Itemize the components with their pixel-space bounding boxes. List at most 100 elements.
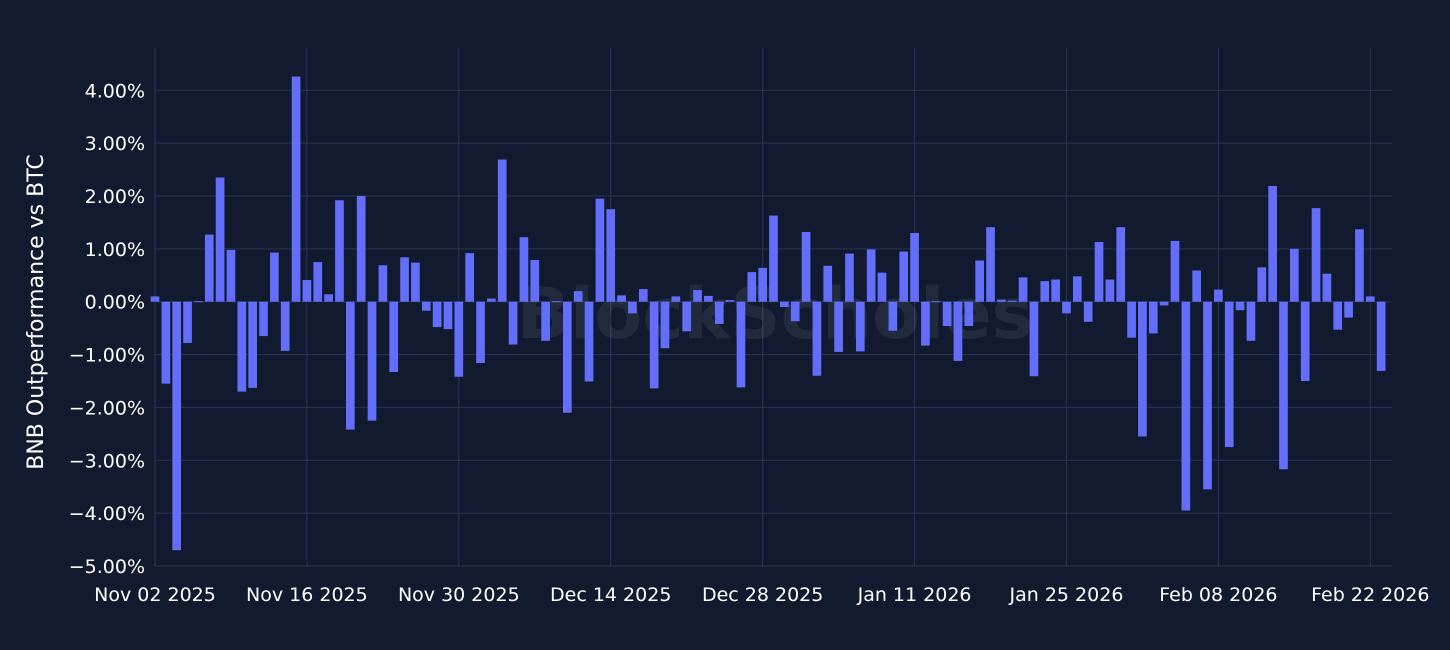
- bar: [1116, 227, 1126, 302]
- bar: [454, 301, 464, 377]
- bar: [888, 301, 898, 331]
- bar: [986, 227, 995, 302]
- bar: [790, 301, 800, 322]
- bar: [259, 301, 268, 337]
- bar: [1127, 301, 1136, 338]
- bar: [975, 260, 985, 302]
- y-axis-ticks: 4.00% 3.00% 2.00% 1.00% 0.00% −1.00% −2.00% −3.…: [69, 80, 145, 578]
- bar: [704, 295, 713, 302]
- bar: [747, 272, 757, 302]
- x-axis-ticks: Nov 02 2025 Nov 16 2025 Nov 30 2025 Dec 14 …: [94, 584, 1429, 606]
- bar: [1290, 248, 1299, 302]
- bar: [964, 301, 974, 327]
- bar: [194, 301, 203, 303]
- bars: [150, 76, 1386, 551]
- bar: [866, 249, 876, 302]
- bar: [465, 253, 475, 302]
- bar: [1138, 301, 1147, 437]
- bar: [1018, 277, 1028, 302]
- bar: [476, 301, 485, 364]
- bar: [215, 177, 225, 302]
- bar: [248, 301, 257, 388]
- bar: [150, 296, 160, 302]
- bar: [443, 301, 453, 330]
- y-tick-label: −4.00%: [69, 503, 145, 525]
- bar: [367, 301, 377, 421]
- bar: [1355, 229, 1364, 302]
- bar: [725, 300, 735, 302]
- y-tick-label: −1.00%: [69, 345, 145, 367]
- bar: [921, 301, 930, 346]
- bar: [1159, 301, 1169, 306]
- bar: [226, 249, 236, 302]
- y-tick-label: 4.00%: [85, 80, 145, 102]
- bar: [910, 233, 919, 302]
- bar: [1311, 208, 1321, 302]
- bar: [1333, 301, 1343, 330]
- bar: [1235, 301, 1245, 311]
- bar: [823, 265, 833, 302]
- y-tick-label: 1.00%: [85, 239, 145, 261]
- bar: [497, 159, 507, 302]
- bar: [345, 301, 355, 430]
- bar: [660, 301, 670, 349]
- bar: [1083, 301, 1093, 322]
- bar: [432, 301, 442, 328]
- bar: [573, 291, 583, 302]
- bar: [508, 301, 518, 345]
- bar: [324, 294, 333, 302]
- bar: [172, 301, 182, 551]
- bar: [204, 234, 214, 302]
- bar: [161, 301, 171, 384]
- bar: [638, 289, 648, 302]
- x-tick-label: Nov 30 2025: [398, 584, 520, 606]
- bar: [356, 196, 366, 302]
- bar: [812, 301, 822, 376]
- bar: [931, 301, 941, 303]
- bar: [1344, 301, 1353, 318]
- y-tick-label: 0.00%: [85, 292, 145, 314]
- bar: [302, 280, 312, 302]
- x-tick-label: Nov 16 2025: [246, 584, 368, 606]
- bar: [584, 301, 594, 382]
- x-tick-label: Dec 28 2025: [702, 584, 823, 606]
- bar: [1214, 289, 1223, 302]
- x-tick-label: Nov 02 2025: [94, 584, 216, 606]
- bar: [1170, 240, 1180, 302]
- bar: [291, 76, 301, 302]
- bar: [530, 259, 540, 302]
- bar: [1203, 301, 1212, 490]
- bar: [617, 295, 626, 302]
- y-tick-label: −5.00%: [69, 556, 145, 578]
- bar: [552, 301, 561, 303]
- bar: [1279, 301, 1288, 470]
- bar: [877, 272, 887, 302]
- bar: [855, 301, 865, 352]
- bar: [1029, 301, 1039, 377]
- bar: [780, 301, 789, 307]
- bar: [758, 267, 767, 302]
- bar: [1192, 270, 1202, 302]
- bar: [378, 265, 388, 302]
- bar: [1322, 273, 1332, 302]
- bar: [411, 262, 420, 302]
- bar: [1105, 279, 1115, 302]
- bar: [1062, 301, 1071, 314]
- y-tick-label: −2.00%: [69, 397, 145, 419]
- bar: [671, 296, 681, 302]
- bar: [183, 301, 192, 343]
- y-axis-title: BNB Outperformance vs BTC: [24, 154, 49, 470]
- bar: [736, 301, 746, 388]
- bar: [997, 299, 1006, 302]
- x-tick-label: Dec 14 2025: [550, 584, 671, 606]
- bar: [1300, 301, 1310, 381]
- bar: [845, 253, 854, 302]
- bar: [953, 301, 963, 361]
- bar: [270, 252, 279, 302]
- bar: [1365, 296, 1375, 302]
- bar: [1257, 267, 1267, 302]
- bar: [682, 301, 692, 332]
- bar: [562, 301, 572, 413]
- bar: [1148, 301, 1158, 334]
- bar: [421, 301, 431, 311]
